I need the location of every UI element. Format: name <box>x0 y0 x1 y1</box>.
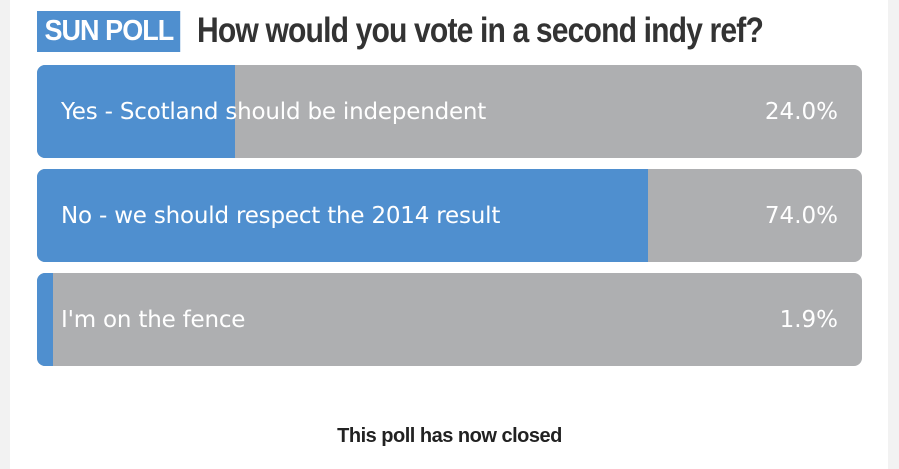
poll-question: How would you vote in a second indy ref? <box>196 11 764 50</box>
result-bar-fill <box>37 169 648 262</box>
poll-header: SUN POLL How would you vote in a second … <box>37 9 855 53</box>
option-label: No - we should respect the 2014 result <box>61 202 501 229</box>
option-label: I'm on the fence <box>61 306 246 333</box>
option-percent: 1.9% <box>779 306 838 333</box>
option-percent: 24.0% <box>764 98 838 125</box>
poll-closed-status: This poll has now closed <box>337 425 562 447</box>
sun-poll-badge: SUN POLL <box>37 10 180 52</box>
option-percent: 74.0% <box>764 202 838 229</box>
poll-option-fence[interactable]: I'm on the fence 1.9% <box>37 273 862 366</box>
poll-option-yes[interactable]: Yes - Scotland should be independent 24.… <box>37 65 862 158</box>
result-bar-fill <box>37 65 235 158</box>
result-bar-fill <box>37 273 53 366</box>
option-label: Yes - Scotland should be independent <box>61 98 487 125</box>
poll-options: Yes - Scotland should be independent 24.… <box>37 65 862 377</box>
poll-option-no[interactable]: No - we should respect the 2014 result 7… <box>37 169 862 262</box>
